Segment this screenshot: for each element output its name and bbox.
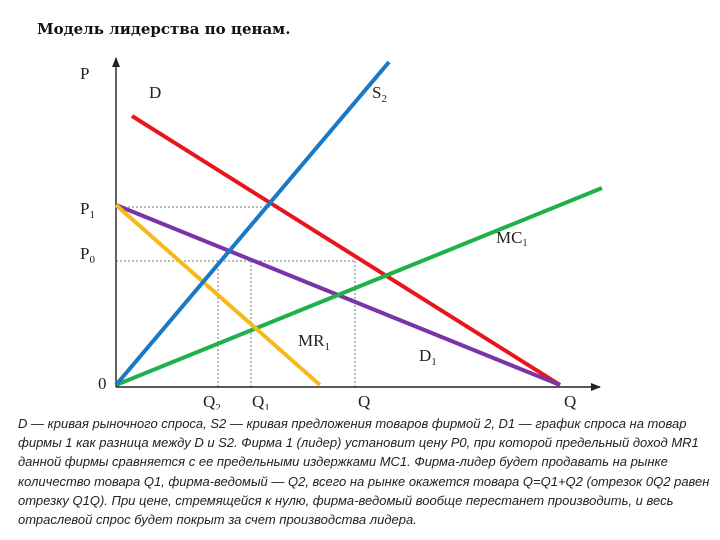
- page-title: Модель лидерства по ценам.: [37, 20, 291, 38]
- price-leadership-diagram: P 0 Q P1 P0 Q2 Q1 Q D S2 MC1 MR1 D1: [80, 57, 603, 410]
- y-axis-label: P: [80, 64, 89, 83]
- x-axis-label: Q: [564, 392, 576, 410]
- price-p0-label: P0: [80, 244, 95, 266]
- demand-curve-d: [130, 114, 562, 387]
- curve-mr1-label: MR1: [298, 331, 330, 353]
- marginal-revenue-curve-mr1: [114, 203, 322, 387]
- guide-lines: [116, 206, 356, 387]
- curve-d1-label: D1: [419, 346, 437, 368]
- curve-s2-label: S2: [372, 83, 387, 105]
- curve-mc1-label: MC1: [496, 228, 527, 249]
- diagram-caption: D — кривая рыночного спроса, S2 — кривая…: [18, 416, 710, 528]
- origin-label: 0: [98, 374, 107, 393]
- marginal-cost-curve-mc1: [115, 186, 603, 387]
- supply-curve-s2: [114, 60, 391, 387]
- quantity-q2-label: Q2: [203, 392, 221, 410]
- quantity-q-label: Q: [358, 392, 370, 410]
- price-p1-label: P1: [80, 199, 95, 221]
- curve-d-label: D: [149, 83, 161, 102]
- quantity-q1-label: Q1: [252, 392, 270, 410]
